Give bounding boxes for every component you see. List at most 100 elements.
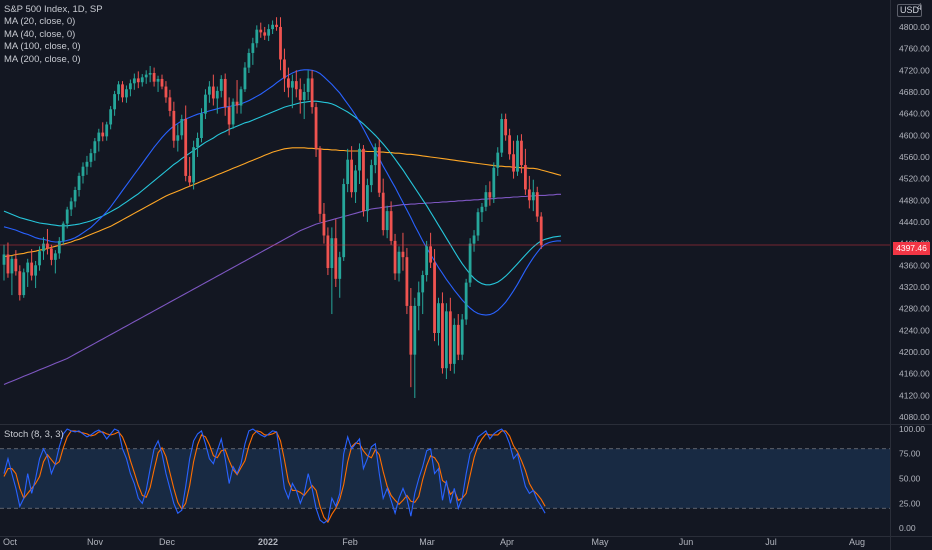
candle-body — [456, 324, 460, 355]
candle-body — [85, 161, 89, 167]
candle-body — [354, 170, 357, 193]
candle-body — [22, 272, 26, 296]
moving-averages — [3, 69, 562, 386]
candle-body — [437, 303, 440, 333]
candle — [429, 232, 432, 268]
ma20-line — [3, 69, 561, 316]
candle-body — [239, 89, 243, 106]
candle-body — [148, 73, 152, 75]
candle — [200, 108, 203, 143]
stoch-legend[interactable]: Stoch (8, 3, 3) — [4, 429, 64, 440]
time-tick-label: Feb — [342, 537, 358, 547]
price-tick-label: 4480.00 — [899, 195, 930, 205]
price-tick-label: 4200.00 — [899, 347, 930, 357]
candle — [338, 251, 342, 298]
candle-body — [393, 240, 397, 274]
candle — [117, 81, 120, 101]
candle-body — [200, 113, 203, 138]
candle-body — [512, 154, 515, 172]
candle-body — [38, 251, 41, 266]
candle-body — [6, 254, 10, 274]
candle-body — [219, 78, 223, 91]
candle-body — [271, 24, 274, 30]
legend-ma40[interactable]: MA (40, close, 0) — [4, 28, 76, 40]
candle — [468, 238, 472, 287]
candle — [223, 73, 227, 116]
candle-body — [373, 147, 377, 166]
candle-body — [508, 135, 511, 155]
candle-body — [350, 159, 353, 193]
candle-body — [30, 262, 34, 276]
stoch-overbought-oversold-band — [0, 448, 890, 509]
candle-body — [535, 192, 539, 217]
candle-body — [211, 86, 215, 99]
legend-ma200[interactable]: MA (200, close, 0) — [4, 53, 81, 65]
candle — [334, 219, 338, 287]
candle-body — [346, 159, 350, 185]
candle-body — [425, 246, 429, 276]
indicator-legend: S&P 500 Index, 1D, SP MA (20, close, 0) … — [4, 4, 103, 66]
candle-body — [520, 140, 523, 166]
candle — [271, 20, 274, 34]
candle — [259, 22, 263, 38]
candle-body — [290, 81, 294, 88]
candle-body — [275, 24, 278, 27]
price-tick-label: 4520.00 — [899, 174, 930, 184]
candle — [235, 80, 239, 114]
time-tick-label: Nov — [87, 537, 104, 547]
candles — [2, 17, 543, 398]
candle — [247, 48, 251, 73]
candle-body — [255, 29, 259, 44]
candle — [172, 101, 176, 148]
candle-body — [34, 265, 37, 276]
candle — [326, 227, 330, 276]
candle-body — [488, 192, 492, 198]
candle-body — [472, 235, 476, 244]
candle-body — [81, 166, 85, 176]
candle-body — [101, 132, 105, 137]
candle-body — [109, 109, 113, 125]
candle-body — [322, 213, 326, 236]
candle — [389, 201, 393, 245]
candle — [409, 288, 413, 388]
candle — [227, 97, 231, 136]
legend-ma20[interactable]: MA (20, close, 0) — [4, 16, 76, 28]
price-tick-label: 4560.00 — [899, 152, 930, 162]
candle — [342, 178, 346, 261]
candle — [452, 318, 456, 374]
candle-body — [531, 192, 535, 201]
candle — [535, 186, 539, 222]
legend-ma100[interactable]: MA (100, close, 0) — [4, 41, 81, 53]
candle-body — [93, 141, 97, 154]
price-tick-label: 4760.00 — [899, 44, 930, 54]
candle — [14, 250, 18, 276]
ma100-line — [3, 147, 562, 258]
candle — [208, 81, 211, 103]
candle-body — [156, 78, 160, 82]
candle-body — [46, 243, 49, 249]
candle — [488, 181, 492, 206]
candle-body — [397, 251, 401, 274]
stoch-tick-label: 100.00 — [899, 424, 925, 434]
candle — [168, 89, 172, 117]
candle-body — [294, 81, 298, 90]
candle-body — [227, 107, 231, 125]
candle-body — [113, 94, 116, 110]
candle — [85, 155, 89, 175]
candle-body — [188, 175, 192, 183]
candle — [219, 75, 223, 98]
candle — [156, 75, 160, 92]
candle-body — [417, 292, 421, 306]
candle-body — [516, 140, 519, 172]
candle — [215, 86, 219, 114]
candle — [508, 128, 511, 160]
candle-body — [366, 185, 369, 212]
candle — [136, 71, 140, 89]
candle-body — [464, 282, 468, 320]
candle — [263, 26, 267, 40]
candle-body — [496, 152, 500, 168]
price-tick-label: 4280.00 — [899, 304, 930, 314]
candle-body — [306, 78, 310, 92]
currency-button[interactable]: USD — [897, 4, 923, 17]
